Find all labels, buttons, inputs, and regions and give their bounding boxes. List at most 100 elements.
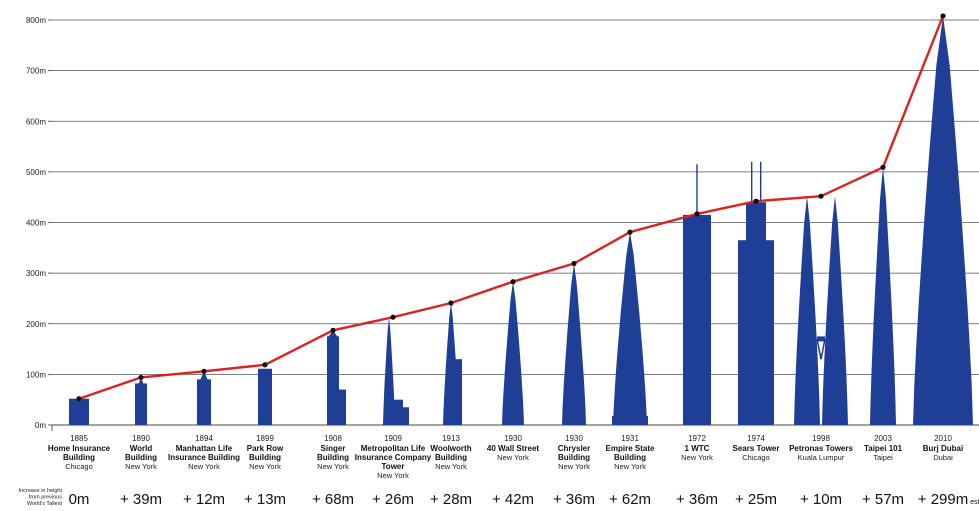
building-city: New York bbox=[681, 453, 713, 462]
building-name: Metropolitan Life bbox=[361, 444, 426, 453]
height-increase: + 26m bbox=[372, 491, 414, 508]
height-point bbox=[510, 279, 516, 285]
building-city: Chicago bbox=[742, 453, 770, 462]
height-point bbox=[880, 164, 886, 170]
height-increase: + 62m bbox=[609, 491, 651, 508]
building-year: 2010 bbox=[934, 434, 952, 443]
building-name: Building bbox=[249, 453, 281, 462]
building-5-annex bbox=[389, 399, 403, 425]
building-name: Burj Dubai bbox=[923, 444, 963, 453]
building-name: 40 Wall Street bbox=[487, 444, 540, 453]
height-point bbox=[201, 368, 207, 374]
building-name: World bbox=[130, 444, 153, 453]
height-increase: + 25m bbox=[735, 491, 777, 508]
increase-note: from previous bbox=[29, 495, 63, 501]
building-10-antenna bbox=[696, 164, 698, 215]
building-year: 1890 bbox=[132, 434, 150, 443]
height-increase: + 28m bbox=[430, 491, 472, 508]
building-city: New York bbox=[125, 462, 157, 471]
y-tick-label: 800m bbox=[26, 16, 46, 25]
building-city: Chicago bbox=[65, 462, 93, 471]
building-6-wing bbox=[455, 359, 462, 425]
y-axis: 0m 100m 200m 300m 400m 500m 600m 700m 800m bbox=[26, 16, 53, 431]
building-12-left bbox=[794, 196, 820, 425]
building-4-annex bbox=[338, 389, 346, 425]
y-tick-label: 700m bbox=[26, 67, 46, 76]
building-year: 1998 bbox=[812, 434, 830, 443]
height-increase: + 12m bbox=[183, 491, 225, 508]
building-year: 1899 bbox=[256, 434, 274, 443]
building-name: Petronas Towers bbox=[789, 444, 853, 453]
building-1 bbox=[135, 383, 147, 425]
height-increase: + 42m bbox=[492, 491, 534, 508]
height-point bbox=[76, 396, 82, 402]
building-name: Empire State bbox=[606, 444, 655, 453]
building-12-right bbox=[822, 196, 848, 425]
height-point bbox=[330, 327, 336, 333]
building-year: 1974 bbox=[747, 434, 765, 443]
building-name: Tower bbox=[382, 462, 405, 471]
building-13 bbox=[870, 167, 896, 426]
building-name: Insurance Company bbox=[355, 453, 432, 462]
building-1-roof bbox=[138, 377, 144, 386]
height-point bbox=[571, 260, 577, 267]
building-name: Building bbox=[614, 453, 646, 462]
building-name: Building bbox=[125, 453, 157, 462]
building-city: New York bbox=[188, 462, 220, 471]
building-8 bbox=[562, 263, 586, 425]
building-year: 1909 bbox=[384, 434, 402, 443]
building-5 bbox=[383, 317, 395, 425]
building-11-antenna-left bbox=[751, 161, 753, 203]
height-increase: + 36m bbox=[553, 491, 595, 508]
building-11 bbox=[746, 202, 766, 425]
building-12-bridge-legs bbox=[816, 338, 826, 360]
building-9 bbox=[613, 232, 647, 425]
gridlines bbox=[52, 19, 979, 426]
height-point bbox=[818, 193, 824, 199]
building-name: 1 WTC bbox=[685, 444, 710, 453]
building-year: 1908 bbox=[324, 434, 342, 443]
height-point bbox=[262, 362, 268, 368]
height-increase-suffix: est. bbox=[970, 499, 979, 506]
building-year: 1930 bbox=[565, 434, 583, 443]
building-9-base bbox=[612, 415, 648, 425]
increase-note: Increase in height bbox=[19, 488, 63, 494]
building-city: New York bbox=[497, 453, 529, 462]
height-increase: + 39m bbox=[120, 491, 162, 508]
y-tick-label: 600m bbox=[26, 117, 46, 126]
building-year: 1930 bbox=[504, 434, 522, 443]
height-point bbox=[390, 314, 396, 320]
building-4 bbox=[327, 336, 339, 425]
y-tick-label: 200m bbox=[26, 320, 46, 329]
building-14 bbox=[913, 15, 973, 426]
building-name: Building bbox=[558, 453, 590, 462]
building-4-roof bbox=[328, 330, 338, 338]
height-point bbox=[694, 211, 700, 217]
building-year: 1972 bbox=[688, 434, 706, 443]
building-city: Dubai bbox=[933, 453, 953, 462]
building-name: Park Row bbox=[247, 444, 284, 453]
building-year: 1913 bbox=[442, 434, 460, 443]
building-name: Chrysler bbox=[558, 444, 590, 453]
building-name: Building bbox=[435, 453, 467, 462]
building-name: Insurance Building bbox=[168, 453, 240, 462]
height-increase: + 68m bbox=[312, 491, 354, 508]
height-point bbox=[940, 13, 946, 19]
building-name: Manhattan Life bbox=[176, 444, 233, 453]
building-2 bbox=[197, 379, 211, 425]
height-point bbox=[627, 229, 633, 235]
building-city: New York bbox=[614, 462, 646, 471]
building-year: 1894 bbox=[195, 434, 213, 443]
building-name: Woolworth bbox=[430, 444, 471, 453]
height-increase: + 13m bbox=[244, 491, 286, 508]
building-name: Sears Tower bbox=[733, 444, 780, 453]
height-increase: + 10m bbox=[800, 491, 842, 508]
building-year: 1931 bbox=[621, 434, 639, 443]
building-city: New York bbox=[435, 462, 467, 471]
y-tick-label: 300m bbox=[26, 269, 46, 278]
y-tick-label: 400m bbox=[26, 219, 46, 228]
building-2-roof bbox=[200, 371, 208, 381]
building-city: New York bbox=[249, 462, 281, 471]
